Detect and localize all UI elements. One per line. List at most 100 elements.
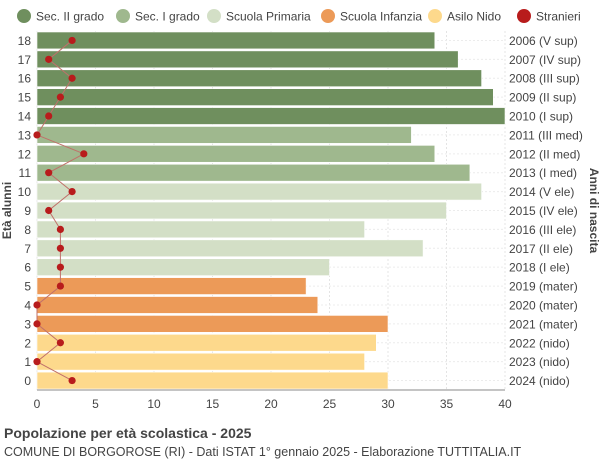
legend-marker <box>207 9 221 23</box>
bar-age-14[interactable] <box>36 107 506 125</box>
birth-year-label: 2006 (V sup) <box>509 34 578 48</box>
birth-year-label: 2011 (III med) <box>509 128 583 142</box>
x-tick-label: 10 <box>147 397 161 411</box>
stranieri-point-age-10[interactable] <box>68 188 76 196</box>
x-tick-label: 40 <box>498 397 512 411</box>
stranieri-point-age-2[interactable] <box>56 339 64 347</box>
bars-group <box>36 31 506 390</box>
birth-year-label: 2007 (IV sup) <box>509 53 581 67</box>
bar-age-7[interactable] <box>36 239 424 258</box>
age-tick-label: 14 <box>18 110 32 124</box>
birth-year-label: 2019 (mater) <box>509 280 578 294</box>
bar-age-12[interactable] <box>36 145 436 163</box>
birth-year-label: 2008 (III sup) <box>509 72 580 86</box>
legend-marker <box>321 9 335 23</box>
x-tick-label: 35 <box>440 397 454 411</box>
bar-age-0[interactable] <box>36 371 389 390</box>
age-tick-label: 4 <box>24 298 31 312</box>
stranieri-point-age-0[interactable] <box>68 376 76 385</box>
bar-age-17[interactable] <box>36 50 459 69</box>
bar-age-16[interactable] <box>36 69 482 87</box>
y-axis-title-right: Anni di nascita <box>587 168 600 254</box>
stranieri-point-age-7[interactable] <box>56 244 64 252</box>
chart-footer-subtitle: COMUNE DI BORGOROSE (RI) - Dati ISTAT 1°… <box>4 445 522 459</box>
stranieri-point-age-15[interactable] <box>56 93 64 101</box>
age-tick-label: 6 <box>24 261 31 275</box>
age-tick-label: 3 <box>24 317 31 331</box>
stranieri-point-age-4[interactable] <box>33 301 41 309</box>
age-tick-label: 0 <box>24 374 31 388</box>
birth-year-label: 2017 (II ele) <box>509 242 573 256</box>
bar-age-18[interactable] <box>36 31 436 50</box>
stranieri-point-age-11[interactable] <box>45 169 53 177</box>
legend-marker <box>116 9 130 23</box>
bar-age-3[interactable] <box>36 315 389 333</box>
birth-year-label: 2020 (mater) <box>509 298 578 312</box>
bar-age-8[interactable] <box>36 220 365 239</box>
birth-year-label: 2012 (II med) <box>509 147 580 161</box>
bar-age-13[interactable] <box>36 126 412 144</box>
age-tick-label: 8 <box>24 223 31 237</box>
x-tick-label: 5 <box>92 397 99 411</box>
stranieri-point-age-17[interactable] <box>45 55 53 63</box>
birth-year-label: 2009 (II sup) <box>509 91 576 105</box>
birth-year-label: 2022 (nido) <box>509 336 570 350</box>
bar-age-10[interactable] <box>36 182 482 201</box>
birth-year-label: 2023 (nido) <box>509 355 570 369</box>
age-tick-label: 5 <box>24 280 31 294</box>
stranieri-point-age-8[interactable] <box>56 225 64 233</box>
x-tick-label: 20 <box>264 397 278 411</box>
bar-age-4[interactable] <box>36 296 319 314</box>
birth-year-label: 2010 (I sup) <box>509 110 573 124</box>
bar-age-9[interactable] <box>36 201 447 220</box>
age-tick-label: 16 <box>18 72 32 86</box>
y-axis-title-left: Età alunni <box>0 182 14 239</box>
age-tick-label: 15 <box>18 91 32 105</box>
stranieri-point-age-16[interactable] <box>68 74 76 82</box>
x-tick-label: 15 <box>206 397 220 411</box>
age-tick-label: 9 <box>24 204 31 218</box>
age-tick-label: 13 <box>18 128 32 142</box>
legend-label: Stranieri <box>536 10 581 24</box>
stranieri-point-age-9[interactable] <box>45 206 53 215</box>
stranieri-point-age-14[interactable] <box>45 112 53 120</box>
legend-label: Scuola Primaria <box>226 10 311 24</box>
bar-age-2[interactable] <box>36 334 377 352</box>
age-tick-label: 7 <box>24 242 31 256</box>
stranieri-point-age-13[interactable] <box>33 131 41 139</box>
bar-age-1[interactable] <box>36 352 365 371</box>
age-tick-label: 10 <box>18 185 32 199</box>
age-tick-label: 18 <box>18 34 32 48</box>
legend-marker <box>428 9 442 23</box>
stranieri-series <box>33 36 88 385</box>
legend-label: Sec. II grado <box>36 10 104 24</box>
birth-year-label: 2024 (nido) <box>509 374 570 388</box>
birth-year-label: 2013 (I med) <box>509 166 577 180</box>
age-tick-label: 17 <box>18 53 32 67</box>
bar-age-11[interactable] <box>36 163 471 182</box>
legend-label: Asilo Nido <box>447 10 501 24</box>
x-tick-label: 0 <box>34 397 41 411</box>
birth-year-label: 2021 (mater) <box>509 317 578 331</box>
stranieri-point-age-6[interactable] <box>56 263 64 271</box>
birth-year-label: 2015 (IV ele) <box>509 204 578 218</box>
legend-label: Scuola Infanzia <box>340 10 422 24</box>
bar-age-6[interactable] <box>36 258 330 276</box>
bar-age-5[interactable] <box>36 277 307 295</box>
stranieri-point-age-1[interactable] <box>33 358 41 366</box>
bar-age-15[interactable] <box>36 88 494 106</box>
birth-year-label: 2018 (I ele) <box>509 261 570 275</box>
chart-legend: Sec. II grado Sec. I grado Scuola Primaria… <box>17 9 581 24</box>
stranieri-point-age-18[interactable] <box>68 36 76 45</box>
x-tick-label: 30 <box>381 397 395 411</box>
age-tick-label: 1 <box>24 355 31 369</box>
stranieri-point-age-3[interactable] <box>33 320 41 328</box>
chart-footer-title: Popolazione per età scolastica - 2025 <box>4 425 252 441</box>
stranieri-point-age-5[interactable] <box>56 282 64 290</box>
age-tick-label: 2 <box>24 336 31 350</box>
stranieri-point-age-12[interactable] <box>80 150 88 158</box>
legend-label: Sec. I grado <box>135 10 200 24</box>
birth-year-label: 2014 (V ele) <box>509 185 574 199</box>
